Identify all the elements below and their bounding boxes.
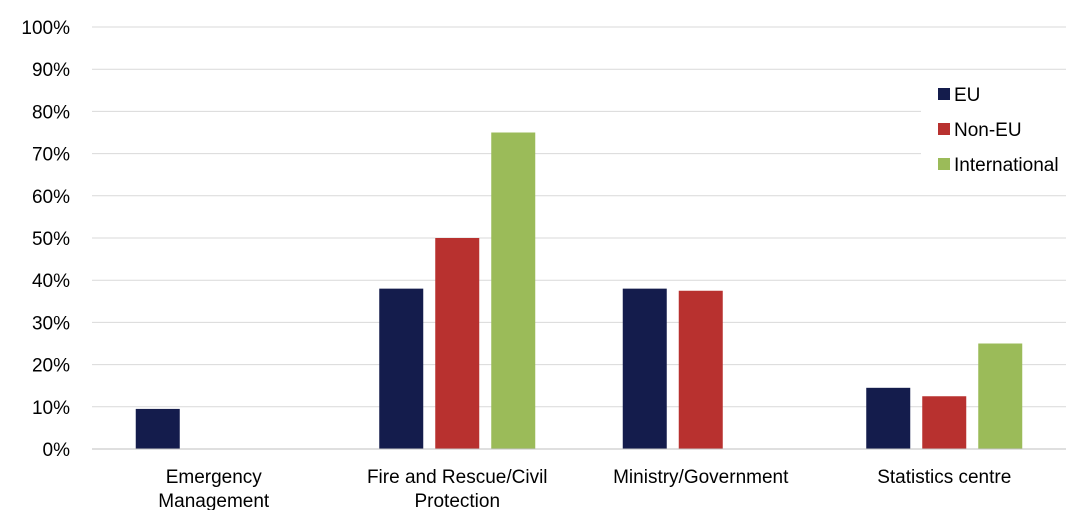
x-axis-tick-labels: Emergency Management Fire and Rescue/Civil… (158, 467, 1011, 510)
y-tick-label: 100% (21, 18, 70, 39)
bar-non-eu-3 (678, 290, 723, 449)
x-tick-label-line: Protection (414, 491, 500, 510)
x-tick-label: Ministry/Government (613, 467, 789, 488)
legend-swatch-eu (938, 88, 950, 100)
bar-non-eu-4 (922, 396, 967, 449)
bar-international-2 (491, 132, 536, 449)
y-tick-label: 50% (32, 229, 70, 250)
y-tick-label: 0% (43, 440, 71, 461)
legend: EU Non-EU International (921, 76, 1086, 184)
y-tick-label: 30% (32, 313, 70, 334)
y-tick-label: 90% (32, 60, 70, 81)
y-tick-label: 40% (32, 271, 70, 292)
bar-eu-2 (379, 288, 424, 449)
x-tick-label-line: Statistics centre (877, 467, 1011, 488)
y-tick-label: 70% (32, 145, 70, 166)
bar-non-eu-2 (435, 238, 480, 449)
y-tick-label: 60% (32, 187, 70, 208)
x-tick-label: Emergency Management (158, 467, 270, 510)
bars (135, 132, 1023, 449)
legend-label-international: International (954, 155, 1059, 176)
bar-eu-1 (135, 408, 180, 449)
bar-eu-3 (622, 288, 667, 449)
bar-international-4 (978, 343, 1023, 449)
x-tick-label-line: Fire and Rescue/Civil (367, 467, 548, 488)
x-tick-label-line: Emergency (166, 467, 263, 488)
gridlines (92, 26, 1066, 408)
legend-swatch-international (938, 158, 950, 170)
y-tick-label: 80% (32, 102, 70, 123)
y-tick-label: 20% (32, 356, 70, 377)
legend-swatch-non-eu (938, 123, 950, 135)
x-tick-label: Fire and Rescue/Civil Protection (367, 467, 548, 510)
y-tick-label: 10% (32, 398, 70, 419)
legend-label-non-eu: Non-EU (954, 120, 1022, 141)
y-axis-tick-labels: 0% 10% 20% 30% 40% 50% 60% 70% 80% 90% 100% (21, 18, 70, 461)
x-tick-label: Statistics centre (877, 467, 1011, 488)
x-tick-label-line: Management (158, 491, 270, 510)
legend-label-eu: EU (954, 85, 980, 106)
x-tick-label-line: Ministry/Government (613, 467, 789, 488)
bar-eu-4 (866, 387, 911, 449)
